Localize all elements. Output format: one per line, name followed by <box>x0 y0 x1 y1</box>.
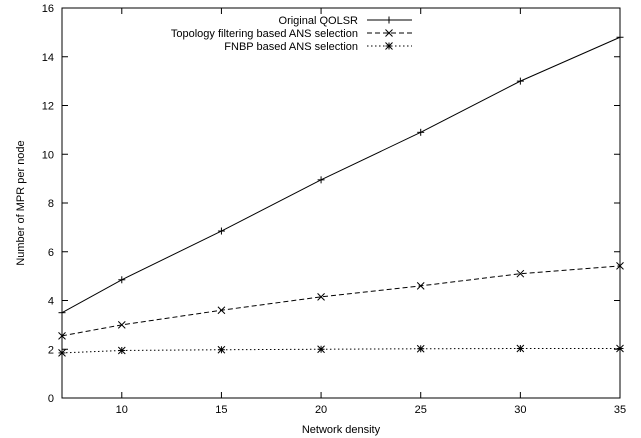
data-point <box>117 321 126 329</box>
data-point <box>616 262 624 270</box>
y-tick-label: 14 <box>42 52 54 64</box>
data-point <box>217 306 226 315</box>
data-point <box>616 33 624 41</box>
x-tick-label: 15 <box>215 404 227 416</box>
legend-label: Topology filtering based ANS selection <box>171 28 358 40</box>
series-line <box>61 348 620 354</box>
data-point <box>58 309 66 317</box>
x-tick-label: 35 <box>614 404 626 416</box>
y-tick-label: 8 <box>48 198 54 210</box>
x-tick-label: 10 <box>116 404 128 416</box>
x-tick-label: 25 <box>415 404 427 416</box>
y-tick-label: 0 <box>48 393 54 405</box>
data-point <box>117 346 126 355</box>
data-point <box>317 345 325 354</box>
data-point <box>416 344 425 353</box>
axis-ticks: 10 15 20 25 30 35 0 2 4 6 8 10 12 14 16 <box>42 3 626 416</box>
data-point <box>118 276 126 284</box>
series-2 <box>58 262 624 340</box>
data-point <box>217 227 225 235</box>
series-line <box>61 36 621 314</box>
y-tick-label: 2 <box>48 344 54 356</box>
legend-marker <box>385 42 393 50</box>
data-point <box>317 176 325 184</box>
legend-label: Original QOLSR <box>279 15 359 27</box>
data-point <box>516 269 525 278</box>
data-point <box>416 282 425 290</box>
data-point <box>317 292 325 301</box>
series-1 <box>58 33 624 317</box>
y-tick-label: 12 <box>42 101 54 113</box>
data-point <box>417 128 425 136</box>
series-3 <box>58 344 624 357</box>
data-point <box>217 345 226 354</box>
data-point <box>58 349 66 357</box>
data-point <box>616 344 624 353</box>
legend-marker <box>385 16 393 24</box>
data-point <box>516 344 525 353</box>
x-axis-title: Network density <box>302 424 381 436</box>
plot-frame <box>61 7 621 399</box>
series-group <box>58 33 624 357</box>
legend-label: FNBP based ANS selection <box>224 41 358 53</box>
y-tick-label: 4 <box>48 296 54 308</box>
legend-marker <box>385 29 393 37</box>
y-tick-label: 10 <box>42 149 54 161</box>
y-tick-label: 16 <box>42 3 54 15</box>
x-tick-label: 20 <box>315 404 327 416</box>
y-tick-label: 6 <box>48 247 54 259</box>
y-axis-title: Number of MPR per node <box>15 140 27 265</box>
data-point <box>58 331 66 340</box>
series-line <box>61 265 621 337</box>
x-tick-label: 30 <box>514 404 526 416</box>
data-point <box>516 77 524 85</box>
